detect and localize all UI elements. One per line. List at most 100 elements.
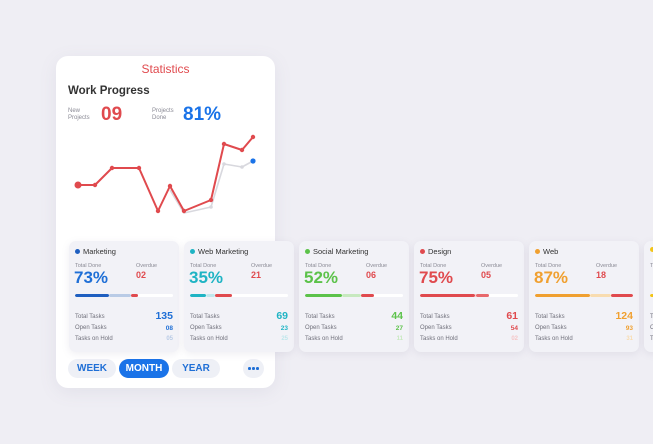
projects-done-label-line1: Projects xyxy=(152,108,174,114)
total-done-value: 35% xyxy=(189,268,224,287)
category-card-web-marketing[interactable]: Web Marketing Total Done Overdue 35% 21 … xyxy=(184,241,294,352)
new-projects-label-line1: New xyxy=(68,108,81,114)
ellipsis-icon xyxy=(248,367,251,370)
overdue-label: Overdue xyxy=(596,263,618,269)
category-dot-icon xyxy=(75,249,80,254)
open-tasks-value: 08 xyxy=(165,325,173,332)
category-dot-icon xyxy=(650,247,653,252)
open-tasks-value: 27 xyxy=(395,325,403,332)
category-dot-icon xyxy=(420,249,425,254)
progress-bar xyxy=(535,294,633,297)
total-done-label: Total Done xyxy=(420,263,447,269)
overdue-value: 06 xyxy=(366,270,377,280)
overdue-value: 21 xyxy=(251,270,262,280)
open-tasks-label: Open Tasks xyxy=(535,325,567,331)
progress-segment xyxy=(360,294,374,297)
category-name: Design xyxy=(420,247,451,256)
progress-bar xyxy=(75,294,173,297)
tasks-on-hold-value: 05 xyxy=(166,336,173,342)
total-done-value: 52% xyxy=(304,268,339,287)
progress-segment xyxy=(305,294,343,297)
tasks-on-hold-label: Tasks on Hold xyxy=(535,336,573,342)
open-tasks-label: Open Tasks xyxy=(305,325,337,331)
period-selector: WEEK MONTH YEAR xyxy=(68,359,220,378)
overdue-label: Overdue xyxy=(251,263,273,269)
overdue-value: 05 xyxy=(481,270,492,280)
statistics-title: Statistics xyxy=(141,62,190,76)
total-tasks-label: Total Tasks xyxy=(190,314,220,320)
open-tasks-label: Open Tasks xyxy=(75,325,107,331)
tasks-on-hold-label: T xyxy=(650,336,653,342)
open-tasks-value: 93 xyxy=(625,325,633,332)
tasks-on-hold-label: Tasks on Hold xyxy=(190,336,228,342)
progress-bar xyxy=(420,294,518,297)
open-tasks-label: Open Tasks xyxy=(420,325,452,331)
new-projects-label: New Projects xyxy=(68,108,90,122)
more-options-button[interactable] xyxy=(243,359,264,378)
progress-segment xyxy=(109,294,131,297)
progress-bar xyxy=(650,294,653,297)
total-tasks-value: 69 xyxy=(276,310,288,322)
category-label: Marketing xyxy=(83,247,116,256)
total-done-label: T xyxy=(650,263,653,269)
category-card-design[interactable]: Design Total Done Overdue 75% 05 Total T… xyxy=(414,241,524,352)
total-done-label: Total Done xyxy=(305,263,332,269)
category-card-web[interactable]: Web Total Done Overdue 87% 18 Total Task… xyxy=(529,241,639,352)
total-tasks-label: Total Tasks xyxy=(420,314,450,320)
month-button[interactable]: MONTH xyxy=(119,359,169,378)
tasks-on-hold-value: 25 xyxy=(281,336,288,342)
category-label: Web Marketing xyxy=(198,247,249,256)
ellipsis-dot xyxy=(252,367,255,370)
progress-segment xyxy=(215,294,233,297)
year-button[interactable]: YEAR xyxy=(172,359,220,378)
progress-segment xyxy=(190,294,206,297)
total-done-value: 73% xyxy=(74,268,109,287)
tasks-on-hold-value: 11 xyxy=(396,336,403,342)
progress-segment xyxy=(611,294,633,297)
progress-segment xyxy=(474,294,476,297)
overdue-label: Overdue xyxy=(366,263,388,269)
tasks-on-hold-label: Tasks on Hold xyxy=(75,336,113,342)
progress-segment xyxy=(589,294,612,297)
progress-segment xyxy=(475,294,489,297)
progress-bar xyxy=(305,294,403,297)
category-label: Social Marketing xyxy=(313,247,369,256)
new-projects-label-line2: Projects xyxy=(68,115,90,121)
category-dot-icon xyxy=(190,249,195,254)
total-done-label: Total Done xyxy=(535,263,562,269)
work-progress-title: Work Progress xyxy=(68,85,150,97)
progress-segment xyxy=(650,294,653,297)
total-tasks-value: 135 xyxy=(155,310,173,322)
category-card-marketing[interactable]: Marketing Total Done Overdue 73% 02 Tota… xyxy=(69,241,179,352)
progress-bar xyxy=(190,294,288,297)
progress-segment xyxy=(130,294,138,297)
tasks-on-hold-value: 31 xyxy=(626,336,633,342)
tasks-on-hold-value: 02 xyxy=(511,336,518,342)
total-tasks-value: 124 xyxy=(615,310,633,322)
tasks-on-hold-label: Tasks on Hold xyxy=(305,336,343,342)
category-dot-icon xyxy=(305,249,310,254)
category-card-social-marketing[interactable]: Social Marketing Total Done Overdue 52% … xyxy=(299,241,409,352)
total-tasks-label: Total Tasks xyxy=(305,314,335,320)
progress-segment xyxy=(535,294,590,297)
category-name xyxy=(650,247,653,252)
overdue-label: Overdue xyxy=(481,263,503,269)
open-tasks-label: Open Tasks xyxy=(190,325,222,331)
open-tasks-value: 23 xyxy=(280,325,288,332)
category-name: Web Marketing xyxy=(190,247,248,256)
total-tasks-label: T xyxy=(650,314,653,320)
total-tasks-value: 61 xyxy=(506,310,518,322)
week-button[interactable]: WEEK xyxy=(68,359,116,378)
total-done-label: Total Done xyxy=(75,263,102,269)
category-name: Social Marketing xyxy=(305,247,368,256)
open-tasks-value: 54 xyxy=(510,325,518,332)
new-projects-value: 09 xyxy=(101,104,123,125)
projects-done-label-line2: Done xyxy=(152,115,167,121)
category-card-partial[interactable]: T T O T xyxy=(644,241,653,352)
total-tasks-label: Total Tasks xyxy=(535,314,565,320)
tasks-on-hold-label: Tasks on Hold xyxy=(420,336,458,342)
category-name: Web xyxy=(535,247,558,256)
total-tasks-value: 44 xyxy=(391,310,403,322)
category-name: Marketing xyxy=(75,247,116,256)
total-done-value: 75% xyxy=(419,268,454,287)
